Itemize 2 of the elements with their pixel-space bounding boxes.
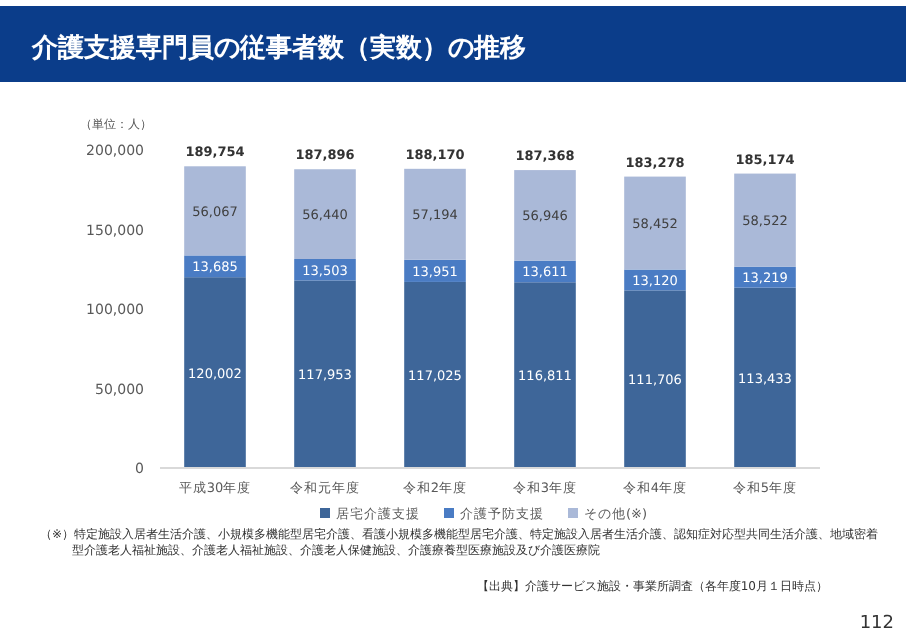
text: 112 xyxy=(859,614,894,634)
title: 介護支援専門員の従事者数（実数）の推移 xyxy=(32,34,526,64)
